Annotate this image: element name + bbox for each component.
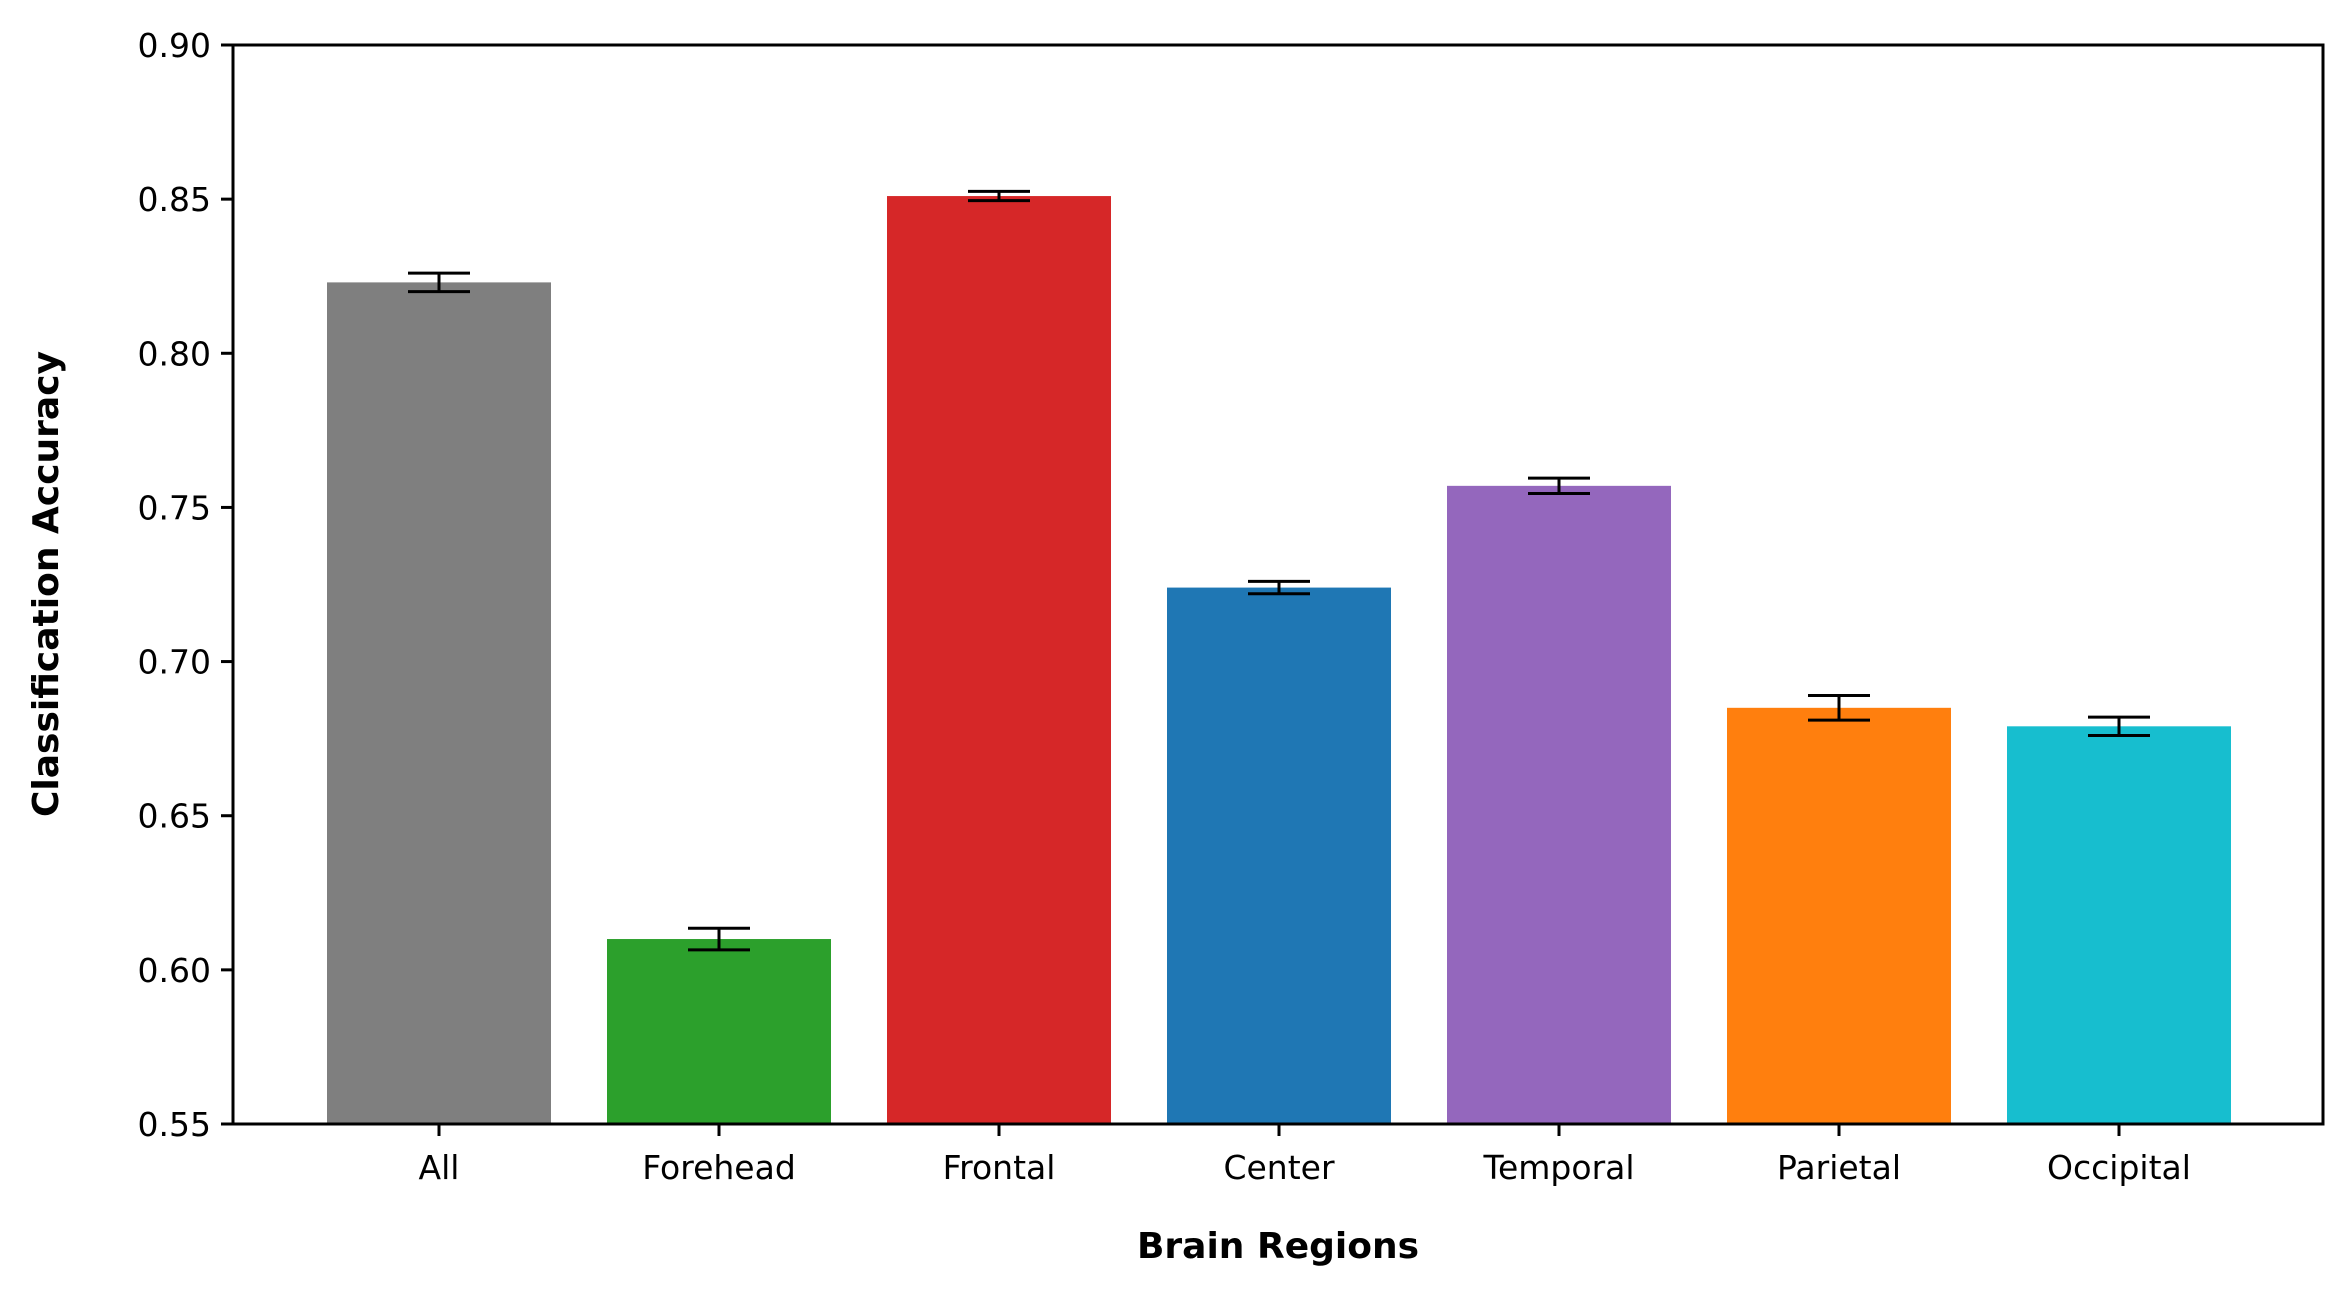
- bar-temporal: [1447, 485, 1671, 1124]
- bar-parietal: [1727, 707, 1951, 1124]
- y-axis: 0.55 0.60 0.65 0.70 0.75 0.80 0.85 0.90: [138, 26, 233, 1144]
- bar-frontal: [887, 196, 1111, 1124]
- bar-center: [1167, 587, 1391, 1124]
- y-axis-label: Classification Accuracy: [26, 351, 67, 817]
- y-tick-label: 0.75: [138, 488, 211, 527]
- x-tick-label: Forehead: [642, 1148, 796, 1187]
- x-tick-label: All: [419, 1148, 460, 1187]
- y-tick-label: 0.85: [138, 180, 211, 219]
- x-tick-label: Parietal: [1777, 1148, 1901, 1187]
- bars-group: [327, 196, 2231, 1124]
- x-tick-label: Occipital: [2047, 1148, 2191, 1187]
- error-bars-group: [408, 189, 2150, 952]
- bar-all: [327, 282, 551, 1124]
- y-tick-label: 0.60: [138, 951, 211, 990]
- y-tick-label: 0.65: [138, 797, 211, 836]
- x-tick-label: Center: [1223, 1148, 1335, 1187]
- y-tick-label: 0.70: [138, 643, 211, 682]
- y-tick-label: 0.80: [138, 334, 211, 373]
- x-tick-label: Frontal: [943, 1148, 1056, 1187]
- x-axis: All Forehead Frontal Center Temporal Parietal…: [419, 1124, 2191, 1187]
- x-axis-label: Brain Regions: [1137, 1226, 1419, 1267]
- x-tick-label: Temporal: [1482, 1148, 1634, 1187]
- bar-occipital: [2007, 726, 2231, 1124]
- bar-forehead: [607, 939, 831, 1124]
- y-tick-label: 0.55: [138, 1105, 211, 1144]
- y-tick-label: 0.90: [138, 26, 211, 65]
